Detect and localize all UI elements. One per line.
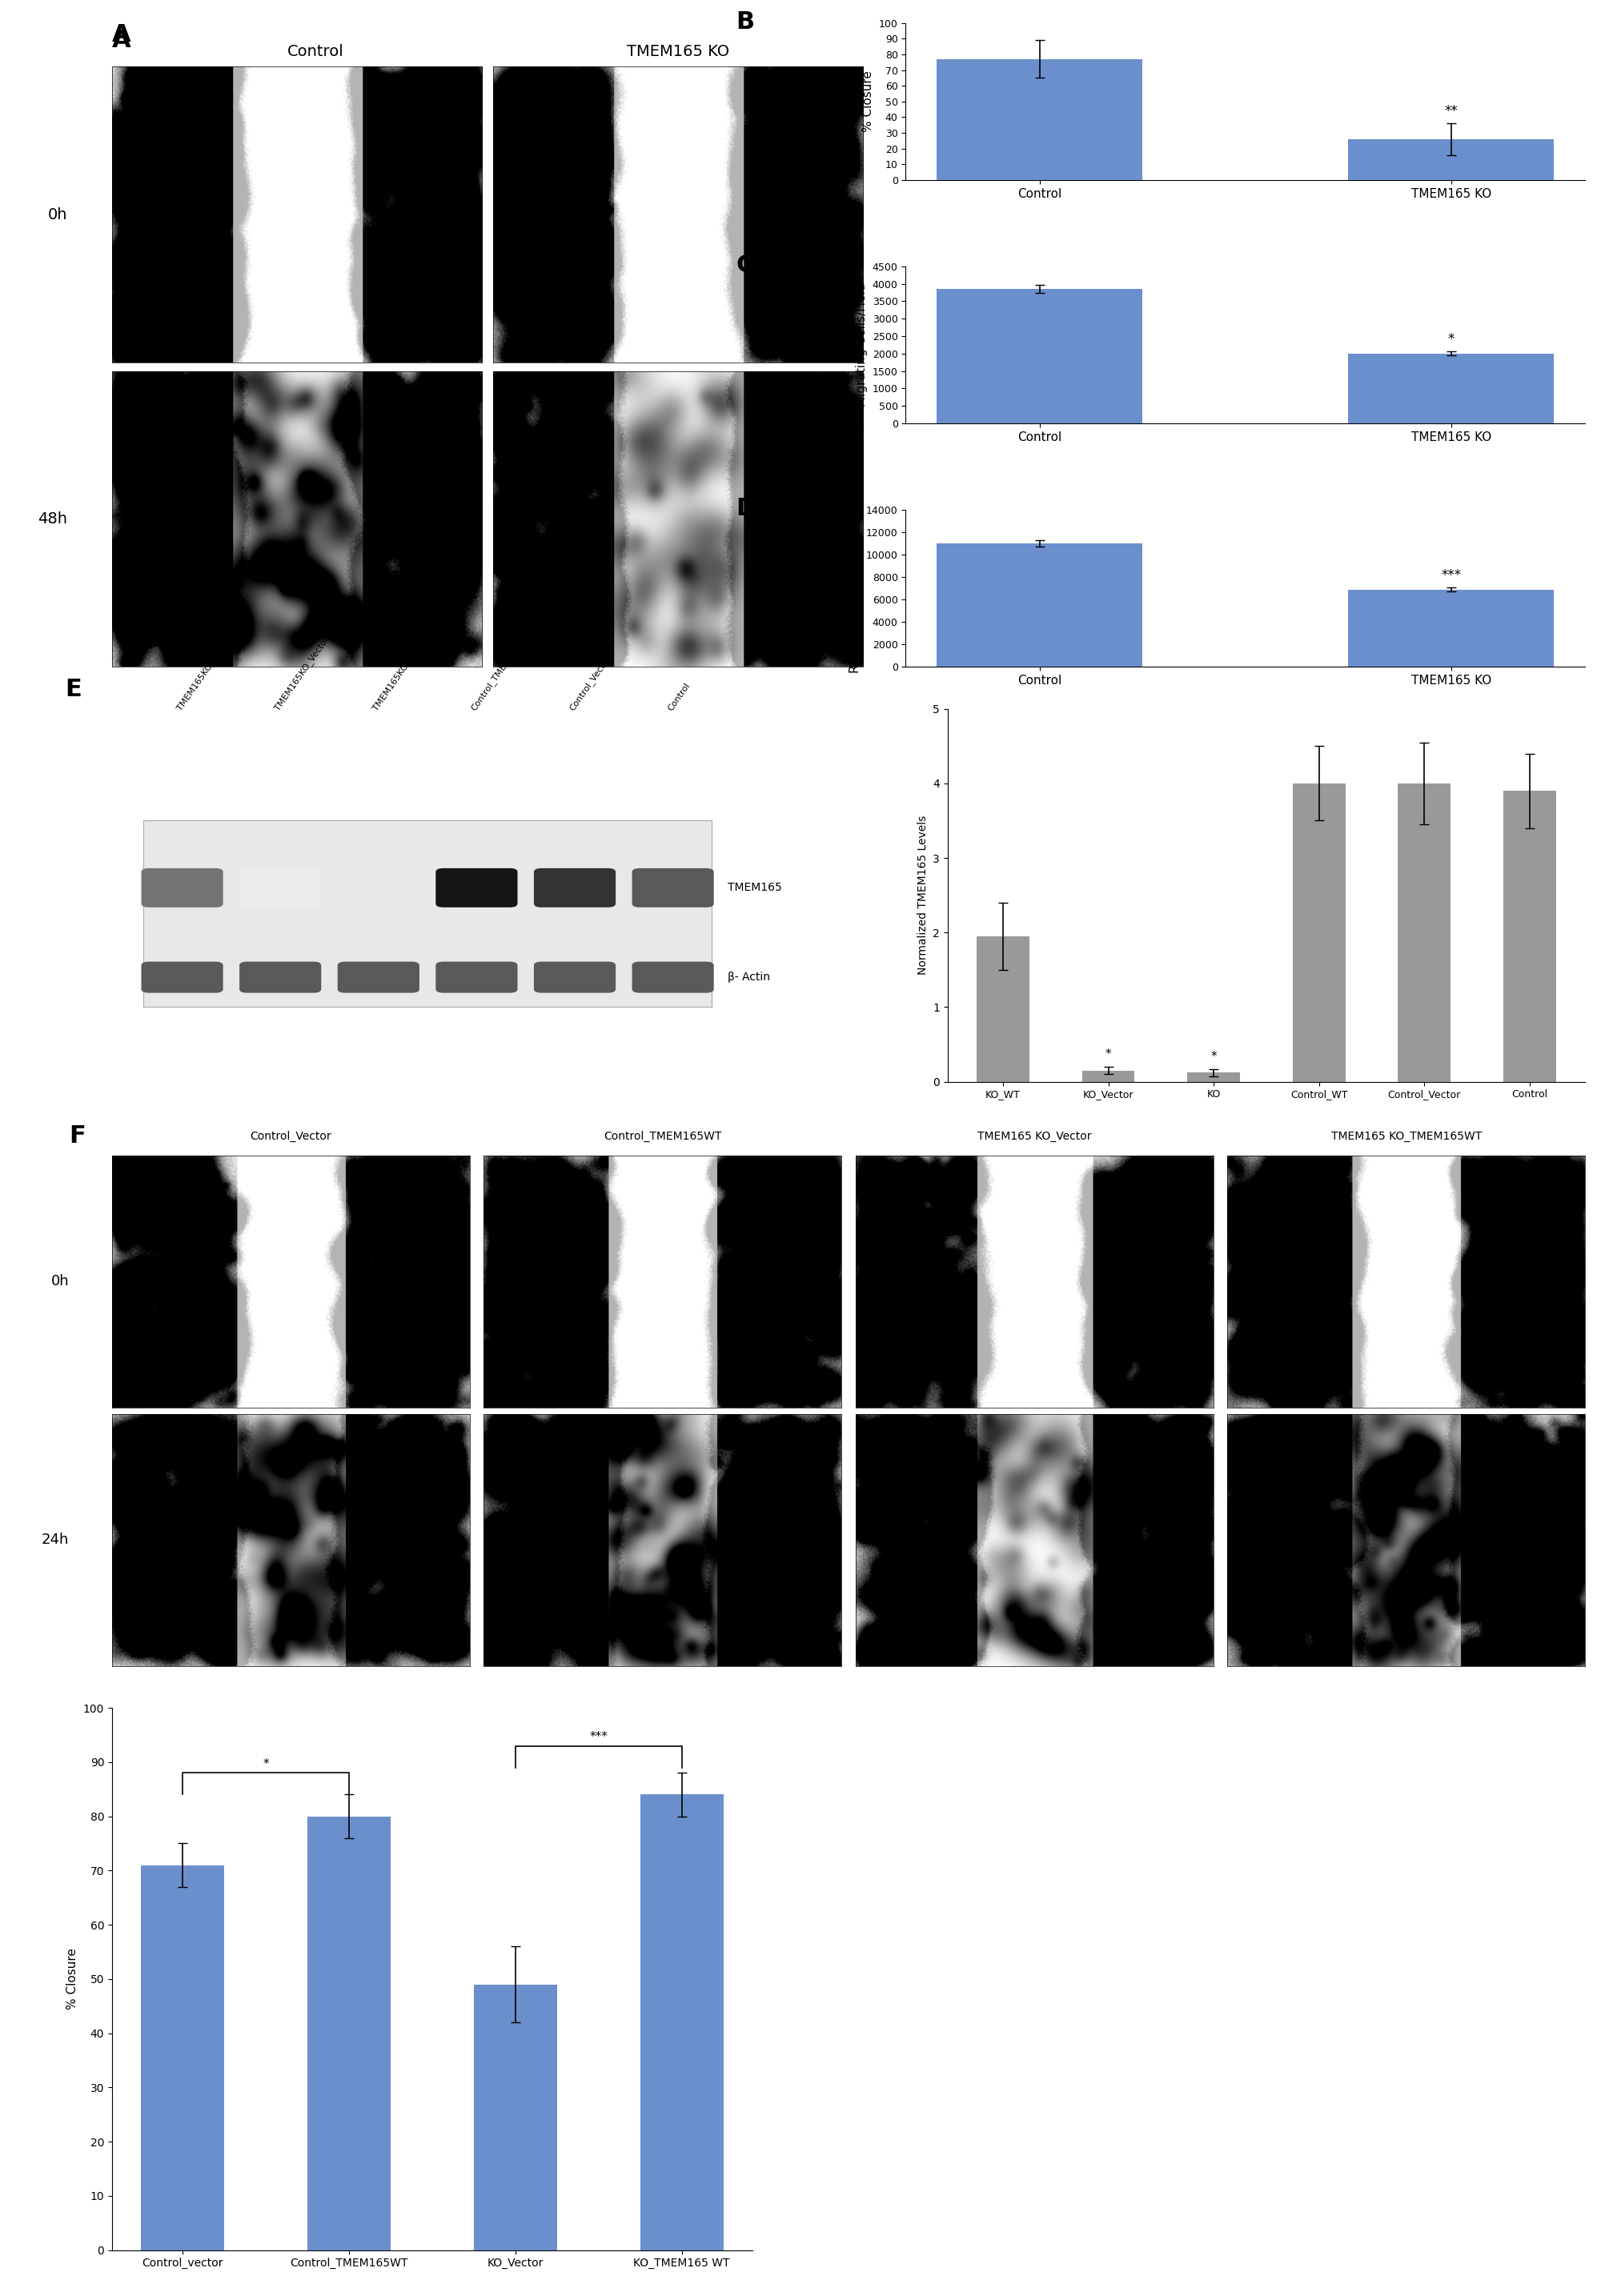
Text: Control: Control [287,44,344,60]
Text: 0h: 0h [48,207,67,223]
FancyBboxPatch shape [533,868,616,907]
Text: **: ** [1444,103,1459,119]
Bar [1348,140,1555,179]
Text: B: B [736,11,754,34]
Text: *: * [263,1759,269,1770]
Text: TMEM165: TMEM165 [727,882,781,893]
Text: TMEM165KO_Vector: TMEM165KO_Vector [274,636,331,712]
Text: TMEM165 KO: TMEM165 KO [626,44,728,60]
Bar [474,1984,557,2250]
Text: E: E [66,677,82,700]
Bar [1348,590,1555,666]
Text: Control_TMEM165WT: Control_TMEM165WT [469,631,530,712]
Text: 48h: 48h [38,512,67,526]
Text: F: F [69,1125,86,1148]
Text: C: C [736,255,754,278]
Y-axis label: Normalized TMEM165 Levels: Normalized TMEM165 Levels [917,815,929,976]
FancyBboxPatch shape [435,868,517,907]
Text: TMEM165 KO_Vector: TMEM165 KO_Vector [977,1130,1092,1141]
FancyBboxPatch shape [533,962,616,992]
Y-axis label: Migrating Cells/Field: Migrating Cells/Field [857,282,868,406]
Bar [937,60,1143,179]
Bar [937,544,1143,666]
Text: Control_Vector: Control_Vector [568,654,612,712]
Bar [142,820,712,1008]
FancyBboxPatch shape [435,962,517,992]
Text: TMEM165 KO_TMEM165WT: TMEM165 KO_TMEM165WT [1330,1130,1481,1141]
Text: A: A [112,23,131,46]
Text: 24h: 24h [42,1534,69,1548]
Text: *: * [1210,1052,1217,1063]
Text: ***: *** [589,1731,608,1743]
Text: β- Actin: β- Actin [727,971,770,983]
Bar [937,289,1143,422]
Text: *: * [1105,1049,1111,1061]
Bar [1082,1070,1135,1081]
Text: ***: *** [1441,567,1462,583]
Bar [1503,790,1556,1081]
Bar [141,1864,224,2250]
Text: 0h: 0h [51,1274,69,1288]
FancyBboxPatch shape [632,868,714,907]
Bar [1292,783,1345,1081]
Bar [1348,354,1555,422]
Text: D: D [736,498,756,521]
Bar [977,937,1029,1081]
Text: Control_Vector: Control_Vector [250,1130,331,1141]
FancyBboxPatch shape [338,962,419,992]
Text: TMEM165KO: TMEM165KO [371,664,410,712]
Bar [1188,1072,1241,1081]
Bar [1398,783,1451,1081]
Bar [307,1816,391,2250]
FancyBboxPatch shape [141,868,223,907]
Bar [640,1795,724,2250]
Text: A: A [112,30,131,53]
FancyBboxPatch shape [240,868,322,907]
FancyBboxPatch shape [632,962,714,992]
FancyBboxPatch shape [141,962,223,992]
Text: Control_TMEM165WT: Control_TMEM165WT [604,1130,722,1141]
Text: TMEM165KO_TMEM165WT: TMEM165KO_TMEM165WT [175,611,250,712]
Y-axis label: % Closure: % Closure [863,71,874,133]
Text: *: * [1447,333,1455,347]
Y-axis label: % Closure: % Closure [67,1949,78,2009]
Y-axis label: Relative Fluorescence Units: Relative Fluorescence Units [850,503,861,673]
Text: Control: Control [666,682,692,712]
FancyBboxPatch shape [240,962,322,992]
